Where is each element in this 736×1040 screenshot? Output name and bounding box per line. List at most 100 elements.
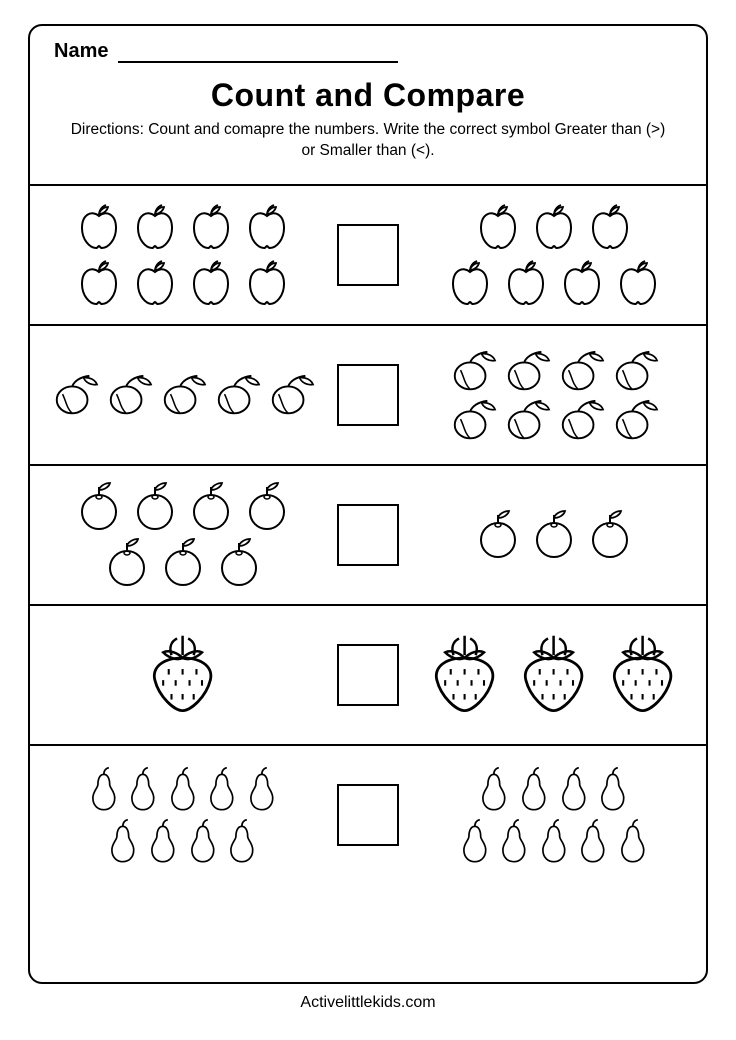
pear-icon [458, 818, 492, 864]
icon-line [473, 510, 635, 560]
plum-icon [557, 349, 605, 392]
answer-box[interactable] [337, 364, 399, 426]
plum-icon [449, 349, 497, 392]
apple-icon [186, 202, 236, 252]
orange-icon [74, 482, 124, 532]
pear-icon [245, 766, 279, 812]
pear-icon [225, 818, 259, 864]
icon-line [423, 633, 685, 716]
strawberry-icon [141, 633, 224, 716]
plum-icon [503, 398, 551, 441]
plum-icon [105, 373, 153, 416]
pear-icon [245, 766, 279, 812]
pear-icon [576, 818, 610, 864]
icon-line [51, 373, 315, 416]
problem-row [30, 464, 706, 604]
orange-icon [473, 510, 523, 560]
left-group [48, 482, 317, 588]
plum-icon [611, 349, 659, 392]
apple-icon [74, 202, 124, 252]
plum-icon [213, 373, 261, 416]
name-input-line[interactable] [118, 43, 398, 63]
orange-icon [158, 538, 208, 588]
plum-icon [557, 398, 605, 441]
name-field-row: Name [54, 40, 682, 63]
orange-icon [529, 510, 579, 560]
pear-icon [146, 818, 180, 864]
apple-icon [445, 258, 495, 308]
plum-icon [449, 349, 497, 392]
header-section: Name Count and Compare Directions: Count… [30, 26, 706, 184]
orange-icon [214, 538, 264, 588]
worksheet-page: Name Count and Compare Directions: Count… [0, 0, 736, 1040]
right-group [419, 349, 688, 441]
pear-icon [537, 818, 571, 864]
plum-icon [611, 398, 659, 441]
problem-row [30, 604, 706, 744]
left-group [48, 766, 317, 864]
apple-icon [529, 202, 579, 252]
right-group [419, 202, 688, 308]
pear-icon [576, 818, 610, 864]
apple-icon [613, 258, 663, 308]
apple-icon [557, 258, 607, 308]
plum-icon [51, 373, 99, 416]
icon-line [87, 766, 279, 812]
pear-icon [497, 818, 531, 864]
apple-icon [130, 258, 180, 308]
left-group [48, 373, 317, 416]
apple-icon [74, 258, 124, 308]
apple-icon [473, 202, 523, 252]
pear-icon [477, 766, 511, 812]
answer-box[interactable] [337, 504, 399, 566]
strawberry-icon [512, 633, 595, 716]
strawberry-icon [601, 633, 684, 716]
pear-icon [186, 818, 220, 864]
answer-box[interactable] [337, 224, 399, 286]
plum-icon [503, 398, 551, 441]
apple-icon [557, 258, 607, 308]
pear-icon [205, 766, 239, 812]
plum-icon [105, 373, 153, 416]
orange-icon [529, 510, 579, 560]
pear-icon [87, 766, 121, 812]
pear-icon [166, 766, 200, 812]
plum-icon [449, 398, 497, 441]
pear-icon [497, 818, 531, 864]
pear-icon [225, 818, 259, 864]
pear-icon [517, 766, 551, 812]
orange-icon [74, 482, 124, 532]
icon-line [473, 202, 635, 252]
icon-line [445, 258, 663, 308]
orange-icon [473, 510, 523, 560]
icon-line [477, 766, 629, 812]
icon-line [102, 538, 264, 588]
right-group [419, 510, 688, 560]
orange-icon [585, 510, 635, 560]
pear-icon [557, 766, 591, 812]
name-label: Name [54, 40, 108, 63]
answer-box[interactable] [337, 644, 399, 706]
page-title: Count and Compare [54, 77, 682, 114]
strawberry-icon [601, 633, 684, 716]
plum-icon [159, 373, 207, 416]
plum-icon [503, 349, 551, 392]
icon-line [106, 818, 258, 864]
left-group [48, 202, 317, 308]
pear-icon [596, 766, 630, 812]
apple-icon [74, 258, 124, 308]
apple-icon [130, 258, 180, 308]
icon-line [74, 202, 292, 252]
apple-icon [242, 258, 292, 308]
apple-icon [613, 258, 663, 308]
orange-icon [158, 538, 208, 588]
plum-icon [267, 373, 315, 416]
pear-icon [87, 766, 121, 812]
pear-icon [146, 818, 180, 864]
pear-icon [477, 766, 511, 812]
strawberry-icon [423, 633, 506, 716]
orange-icon [102, 538, 152, 588]
apple-icon [585, 202, 635, 252]
answer-box[interactable] [337, 784, 399, 846]
pear-icon [186, 818, 220, 864]
